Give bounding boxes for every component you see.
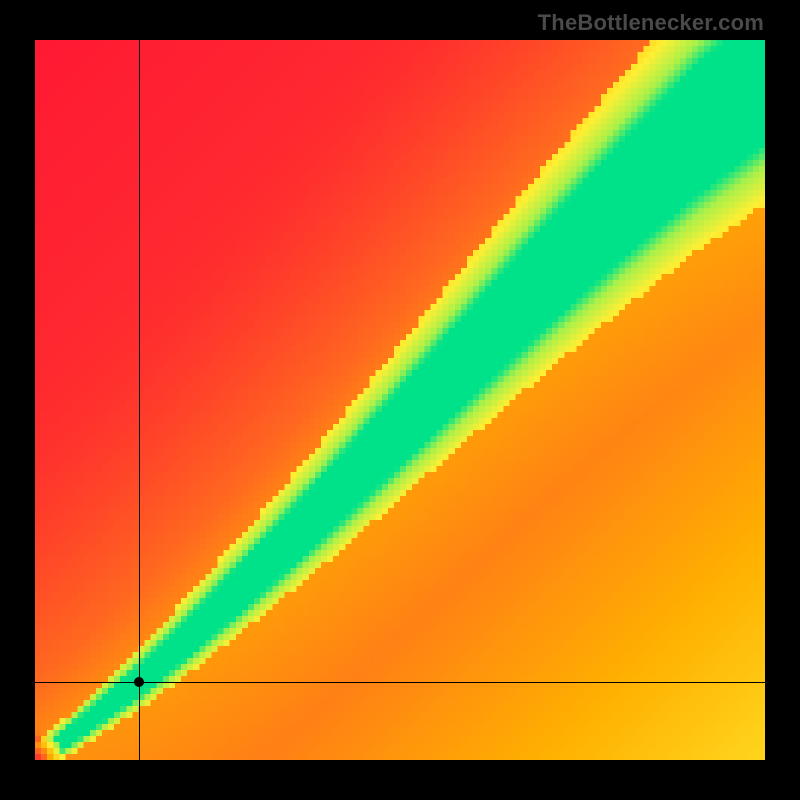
chart-frame: TheBottlenecker.com [0, 0, 800, 800]
crosshair-marker [134, 677, 144, 687]
crosshair-vertical [139, 40, 140, 760]
watermark-text: TheBottlenecker.com [538, 10, 764, 36]
heatmap-canvas [35, 40, 765, 760]
plot-area [35, 40, 765, 760]
crosshair-horizontal [35, 682, 765, 683]
